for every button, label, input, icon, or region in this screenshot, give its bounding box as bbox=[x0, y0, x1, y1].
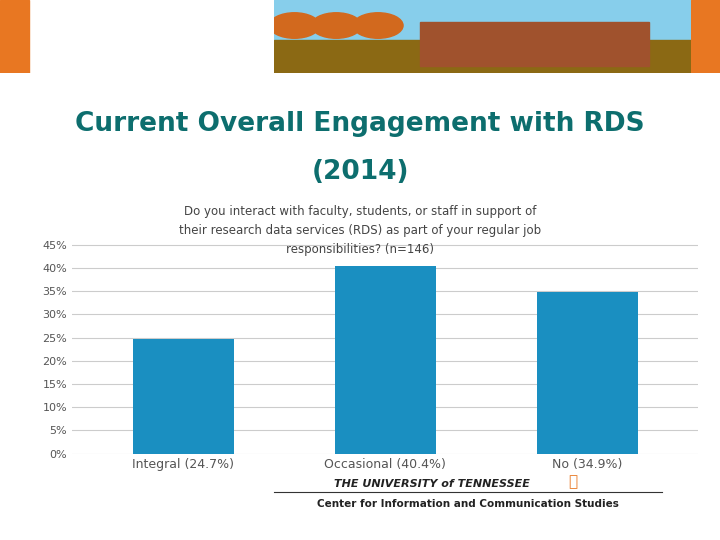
Bar bbox=[0, 0, 29, 73]
Bar bbox=[274, 0, 691, 44]
Bar bbox=[132, 339, 234, 454]
Bar bbox=[420, 22, 649, 65]
Bar bbox=[335, 266, 436, 454]
Text: (2014): (2014) bbox=[311, 159, 409, 185]
Bar bbox=[691, 0, 720, 73]
Text: Center for Information and Communication Studies: Center for Information and Communication… bbox=[317, 498, 619, 509]
Text: Ⓣ: Ⓣ bbox=[277, 16, 287, 31]
Text: KNOXVILLE: KNOXVILLE bbox=[116, 48, 158, 57]
Text: Ⓣ: Ⓣ bbox=[568, 474, 577, 489]
Ellipse shape bbox=[353, 13, 403, 38]
Bar bbox=[274, 40, 691, 73]
Text: Current Overall Engagement with RDS: Current Overall Engagement with RDS bbox=[75, 111, 645, 137]
Text: THE UNIVERSITY of TENNESSEE: THE UNIVERSITY of TENNESSEE bbox=[36, 18, 220, 28]
Text: THE UNIVERSITY of TENNESSEE: THE UNIVERSITY of TENNESSEE bbox=[334, 478, 530, 489]
Bar bbox=[536, 292, 638, 454]
Ellipse shape bbox=[269, 13, 320, 38]
Ellipse shape bbox=[311, 13, 361, 38]
Text: Do you interact with faculty, students, or staff in support of
their research da: Do you interact with faculty, students, … bbox=[179, 205, 541, 256]
